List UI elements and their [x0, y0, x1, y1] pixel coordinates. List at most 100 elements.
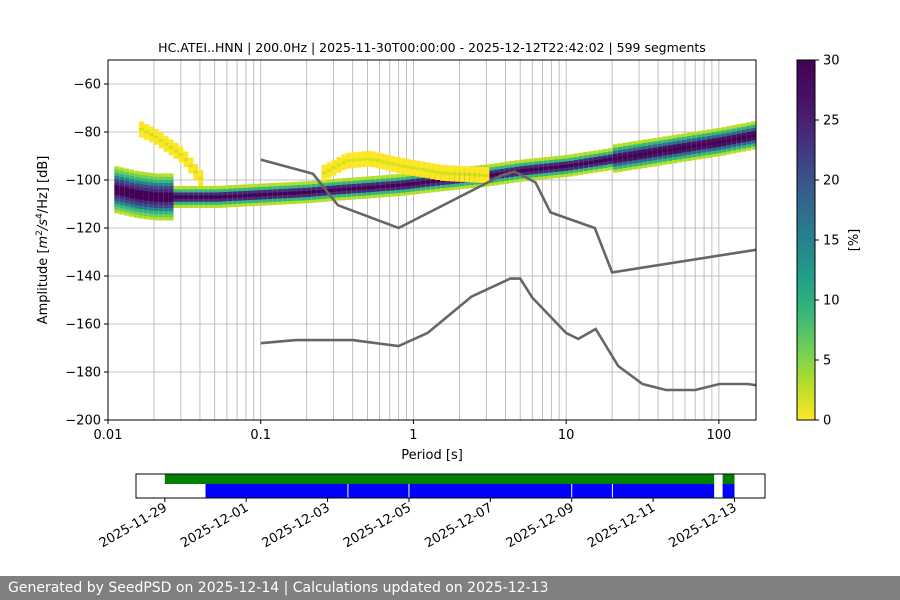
psd-bin — [691, 147, 697, 151]
psd-bin — [262, 202, 268, 206]
psd-bin — [124, 202, 130, 207]
psd-bin — [227, 200, 233, 205]
psd-bin — [163, 139, 169, 143]
psd-bin — [632, 141, 638, 145]
psd-bin — [464, 169, 470, 173]
psd-bin — [188, 198, 194, 202]
psd-bin — [366, 153, 371, 158]
psd-bin — [356, 180, 362, 184]
psd-bin — [588, 160, 594, 165]
y-label-s: /s — [36, 219, 51, 231]
psd-bin — [292, 191, 297, 195]
psd-bin — [657, 137, 663, 141]
psd-bin — [686, 154, 692, 158]
psd-bin — [568, 163, 574, 168]
psd-bin — [657, 162, 663, 166]
psd-bin — [617, 149, 623, 154]
psd-bin — [400, 173, 406, 178]
psd-bin — [736, 130, 742, 134]
psd-bin — [647, 148, 653, 152]
psd-bin — [657, 152, 663, 157]
psd-bin — [252, 190, 258, 194]
psd-bin — [701, 152, 707, 156]
psd-bin — [158, 144, 164, 149]
psd-bin — [563, 173, 569, 178]
psd-bin — [558, 174, 564, 178]
psd-bin — [198, 179, 204, 183]
psd-bin — [647, 145, 653, 149]
psd-bin — [385, 154, 391, 159]
psd-bin — [252, 199, 258, 203]
psd-bin — [287, 197, 293, 202]
psd-bin — [321, 168, 327, 172]
psd-bin — [158, 204, 164, 209]
psd-bin — [158, 201, 164, 205]
psd-bin — [479, 164, 485, 169]
psd-bin — [400, 170, 406, 175]
psd-bin — [119, 170, 125, 174]
psd-bin — [464, 166, 470, 170]
psd-bin — [124, 190, 130, 194]
psd-bin — [583, 158, 589, 162]
psd-bin — [168, 189, 174, 193]
psd-bin — [361, 157, 367, 161]
psd-bin — [326, 198, 332, 202]
psd-bin — [736, 146, 742, 150]
psd-bin — [346, 162, 352, 166]
psd-bin — [652, 153, 658, 158]
psd-bin — [370, 160, 376, 165]
psd-bin — [652, 141, 658, 145]
psd-bin — [474, 169, 480, 174]
psd-bin — [385, 161, 391, 165]
psd-bin — [292, 181, 297, 186]
psd-bin — [277, 198, 283, 202]
psd-bin — [459, 182, 465, 187]
psd-bin — [746, 137, 752, 142]
psd-bin — [168, 204, 174, 209]
psd-bin — [647, 157, 653, 161]
psd-bin — [119, 176, 125, 181]
psd-bin — [143, 127, 149, 131]
psd-bin — [415, 175, 421, 179]
psd-bin — [366, 150, 371, 155]
psd-bin — [681, 142, 687, 147]
psd-bin — [114, 203, 120, 208]
psd-bin — [558, 158, 564, 163]
psd-bin — [366, 195, 371, 199]
colorbar-tick-label: 5 — [823, 354, 831, 369]
psd-bin — [311, 193, 317, 197]
psd-bin — [331, 191, 337, 195]
psd-bin — [227, 197, 233, 202]
psd-bin — [306, 199, 312, 204]
psd-bin — [331, 178, 337, 183]
timeline-tick-label: 2025-11-29 — [97, 500, 170, 551]
psd-bin — [662, 152, 668, 156]
psd-bin — [524, 168, 529, 172]
psd-bin — [114, 184, 120, 189]
psd-bin — [148, 216, 154, 220]
psd-bin — [232, 188, 238, 192]
psd-bin — [607, 163, 613, 168]
psd-bin — [548, 168, 554, 173]
psd-bin — [440, 168, 446, 172]
psd-bin — [672, 141, 678, 145]
psd-bin — [578, 152, 584, 157]
psd-bin — [390, 168, 396, 172]
psd-bin — [617, 165, 623, 169]
psd-bin — [213, 198, 218, 202]
psd-bin — [114, 166, 120, 170]
psd-bin — [637, 140, 643, 144]
psd-bin — [553, 155, 559, 160]
psd-bin — [721, 133, 727, 137]
psd-bin — [366, 185, 371, 190]
psd-bin — [696, 137, 702, 141]
psd-bin — [464, 172, 470, 176]
psd-bin — [524, 165, 529, 169]
psd-bin — [622, 158, 628, 162]
psd-bin — [726, 141, 732, 146]
psd-bin — [415, 178, 421, 182]
psd-bin — [173, 155, 179, 159]
psd-bin — [524, 162, 529, 166]
psd-bin — [282, 197, 288, 202]
psd-bin — [124, 212, 130, 216]
